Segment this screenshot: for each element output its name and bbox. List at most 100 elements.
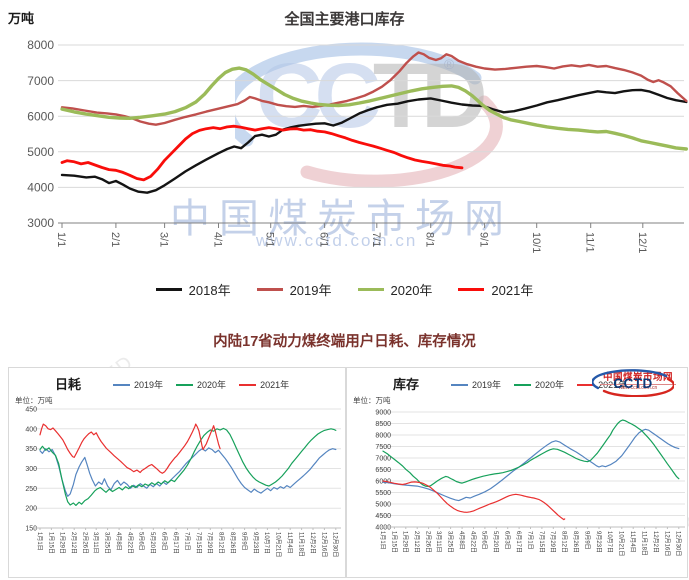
- svg-text:5月20日: 5月20日: [149, 532, 156, 554]
- svg-text:1月29日: 1月29日: [59, 532, 66, 554]
- svg-text:400: 400: [25, 426, 37, 433]
- svg-text:8月26日: 8月26日: [572, 531, 579, 553]
- svg-text:1月1日: 1月1日: [379, 531, 386, 550]
- legend-label: 2019年: [289, 283, 332, 298]
- svg-text:5月6日: 5月6日: [138, 532, 145, 551]
- cctd-logo-icon: CCTD: [592, 369, 674, 397]
- svg-text:3月11日: 3月11日: [92, 532, 99, 554]
- svg-text:6500: 6500: [375, 467, 391, 474]
- svg-text:150: 150: [25, 525, 37, 532]
- legend-label: 2019年: [134, 380, 164, 390]
- svg-text:4000: 4000: [27, 181, 54, 195]
- svg-text:6/1: 6/1: [318, 232, 330, 247]
- svg-text:7/1: 7/1: [370, 232, 382, 247]
- legend-swatch: [458, 287, 485, 292]
- legend-label: 2021年: [598, 380, 628, 390]
- svg-text:8月26日: 8月26日: [229, 532, 236, 554]
- x-axis-ticks-and-labels: 1/1 2/1 3/1 4/1 5/1 6/1 7/1 8/1 9/1 10/1 11/1 12/1: [55, 223, 648, 253]
- svg-text:1月1日: 1月1日: [36, 532, 43, 551]
- legend-item-2021年: 2021年: [458, 280, 533, 299]
- cctd-site-url: www.cctd.com.cn: [600, 384, 676, 391]
- svg-text:10月7日: 10月7日: [263, 532, 270, 554]
- svg-text:7月29日: 7月29日: [206, 532, 213, 554]
- inventory-panel: 9000 8500 8000 7500 7000 6500 6000 5500 5000 4500…: [346, 367, 688, 578]
- legend-swatch: [451, 383, 468, 386]
- svg-text:6月17日: 6月17日: [515, 531, 522, 553]
- svg-text:11月4日: 11月4日: [286, 532, 293, 554]
- svg-text:350: 350: [25, 446, 37, 453]
- svg-text:9000: 9000: [375, 410, 391, 417]
- svg-text:2月26日: 2月26日: [82, 532, 89, 554]
- svg-text:7000: 7000: [375, 456, 391, 463]
- svg-text:10月21日: 10月21日: [618, 531, 625, 556]
- svg-text:11月18日: 11月18日: [298, 532, 305, 557]
- top-chart-legend: 2018年 2019年 2020年 2021年: [0, 280, 689, 299]
- svg-text:3000: 3000: [27, 216, 54, 230]
- legend-item-2019年: 2019年: [451, 378, 501, 391]
- svg-text:CCTD: CCTD: [613, 376, 653, 391]
- svg-text:7月15日: 7月15日: [538, 531, 545, 553]
- legend-swatch: [113, 383, 130, 386]
- svg-text:3/1: 3/1: [158, 232, 170, 247]
- legend-item-2020年: 2020年: [176, 378, 226, 391]
- svg-text:450: 450: [25, 407, 37, 414]
- cctd-logo: CCTD 中国煤炭市场网 www.cctd.com.cn: [592, 369, 684, 397]
- legend-swatch: [577, 383, 595, 386]
- svg-text:11月4日: 11月4日: [629, 531, 636, 553]
- svg-text:2月26日: 2月26日: [425, 531, 432, 553]
- legend-label: 2020年: [535, 380, 565, 390]
- svg-text:8月12日: 8月12日: [561, 531, 568, 553]
- svg-text:4500: 4500: [375, 513, 391, 520]
- svg-text:250: 250: [25, 486, 37, 493]
- legend-label: 2020年: [197, 380, 227, 390]
- svg-text:9/1: 9/1: [478, 232, 490, 247]
- svg-text:6月3日: 6月3日: [504, 531, 511, 550]
- svg-text:4月8日: 4月8日: [115, 532, 122, 551]
- svg-text:5月6日: 5月6日: [481, 531, 488, 550]
- svg-text:1月15日: 1月15日: [47, 532, 54, 554]
- svg-text:11/1: 11/1: [584, 232, 596, 253]
- legend-label: 2020年: [390, 283, 433, 298]
- inventory-chart-legend: 2019年 2020年 2021年: [451, 378, 627, 391]
- svg-text:2月12日: 2月12日: [70, 532, 77, 554]
- svg-text:8000: 8000: [375, 433, 391, 440]
- series-line-2020年: [39, 427, 337, 506]
- svg-text:7月1日: 7月1日: [526, 531, 533, 550]
- legend-item-2019年: 2019年: [113, 378, 163, 391]
- svg-text:10月7日: 10月7日: [606, 531, 613, 553]
- svg-text:6月3日: 6月3日: [161, 532, 168, 551]
- svg-text:9月23日: 9月23日: [595, 531, 602, 553]
- inventory-chart: 9000850080007500700065006000550050004500…: [375, 410, 685, 556]
- series-line-2021年: [39, 423, 221, 474]
- legend-item-2018年: 2018年: [155, 280, 231, 299]
- svg-text:3月25日: 3月25日: [104, 532, 111, 554]
- svg-text:2/1: 2/1: [109, 232, 121, 247]
- svg-text:10/1: 10/1: [530, 232, 542, 253]
- series-line-2019年: [39, 447, 337, 497]
- legend-label: 2018年: [188, 283, 231, 298]
- svg-text:12月30日: 12月30日: [332, 532, 339, 557]
- legend-swatch: [239, 383, 257, 386]
- legend-swatch: [176, 383, 194, 386]
- svg-text:7月1日: 7月1日: [183, 532, 190, 551]
- legend-item-2019年: 2019年: [256, 280, 332, 299]
- legend-label: 2021年: [260, 380, 290, 390]
- svg-text:7月15日: 7月15日: [195, 532, 202, 554]
- top-chart-title: 全国主要港口库存: [284, 11, 405, 28]
- svg-text:12月30日: 12月30日: [675, 531, 682, 556]
- svg-text:4月22日: 4月22日: [126, 532, 133, 554]
- series-line-2021年: [60, 124, 464, 182]
- svg-text:12月16日: 12月16日: [663, 531, 670, 556]
- gridlines-and-yticks: 450 400 350 300 250 200 150: [25, 407, 341, 532]
- legend-label: 2021年: [491, 283, 534, 298]
- legend-swatch: [155, 287, 182, 292]
- series-line-2019年: [382, 428, 680, 502]
- daily-unit-label: 单位：万吨: [15, 396, 53, 405]
- top-chart-unit-label: 万吨: [8, 11, 35, 26]
- svg-text:7500: 7500: [375, 444, 391, 451]
- svg-text:8500: 8500: [375, 421, 391, 428]
- svg-text:9月9日: 9月9日: [583, 531, 590, 550]
- svg-text:2月12日: 2月12日: [413, 531, 420, 553]
- svg-text:5月20日: 5月20日: [492, 531, 499, 553]
